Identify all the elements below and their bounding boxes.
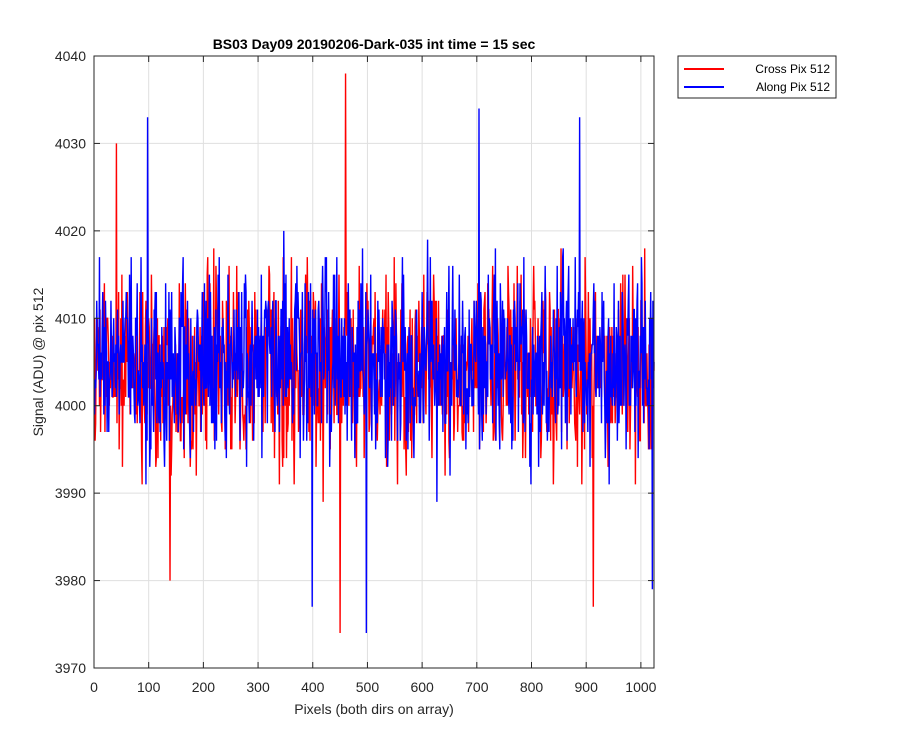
- legend: Cross Pix 512 Along Pix 512: [677, 55, 837, 99]
- series-layer: [93, 73, 655, 634]
- x-tick-label: 100: [137, 679, 161, 695]
- x-tick-label: 400: [301, 679, 325, 695]
- x-tick-label: 700: [465, 679, 489, 695]
- x-tick-label: 600: [410, 679, 434, 695]
- y-tick-label: 4020: [55, 223, 86, 239]
- x-tick-label: 500: [356, 679, 380, 695]
- y-tick-label: 4000: [55, 398, 86, 414]
- chart-title: BS03 Day09 20190206-Dark-035 int time = …: [213, 36, 536, 52]
- y-tick-label: 3980: [55, 573, 86, 589]
- x-tick-label: 0: [90, 679, 98, 695]
- x-tick-label: 300: [246, 679, 270, 695]
- x-tick-label: 1000: [625, 679, 656, 695]
- legend-entry-cross: Cross Pix 512: [755, 62, 830, 76]
- y-tick-label: 4030: [55, 135, 86, 151]
- y-tick-label: 3970: [55, 660, 86, 676]
- x-tick-label: 200: [192, 679, 216, 695]
- legend-box: [677, 55, 837, 99]
- series-line-along-pix-512: [93, 108, 655, 634]
- y-tick-label: 4010: [55, 310, 86, 326]
- x-tick-label: 800: [520, 679, 544, 695]
- axes-frame: [93, 55, 655, 669]
- x-tick-label: 900: [575, 679, 599, 695]
- legend-entry-along: Along Pix 512: [756, 80, 830, 94]
- y-axis-label: Signal (ADU) @ pix 512: [30, 287, 46, 436]
- ticks: 0 100 200 300 400 500 600 700 800 900 1000 3970 3980…: [55, 48, 657, 695]
- x-axis-label: Pixels (both dirs on array): [294, 701, 454, 717]
- y-tick-label: 3990: [55, 485, 86, 501]
- y-tick-label: 4040: [55, 48, 86, 64]
